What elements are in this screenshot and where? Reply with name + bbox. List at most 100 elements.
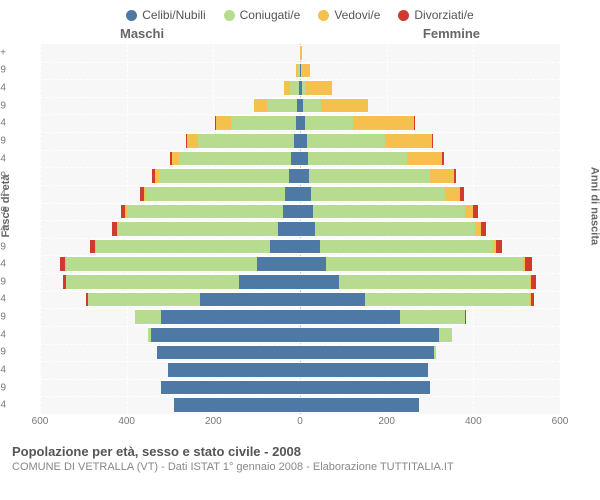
seg-c — [289, 168, 300, 184]
seg-d — [531, 292, 534, 308]
seg-m — [339, 274, 530, 290]
legend-item: Celibi/Nubili — [126, 8, 205, 22]
seg-c — [300, 327, 439, 343]
y-tick-age: 60-64 — [0, 188, 6, 199]
seg-c — [283, 204, 300, 220]
half-male — [40, 309, 300, 325]
legend-item: Coniugati/e — [224, 8, 301, 22]
half-female — [300, 292, 560, 308]
seg-m — [313, 204, 465, 220]
seg-m — [439, 327, 452, 343]
half-female — [300, 345, 560, 361]
chart-area: 100+95-9990-9485-8980-8475-7970-7465-696… — [40, 44, 560, 414]
half-female — [300, 63, 560, 79]
half-female — [300, 186, 560, 202]
x-axis: 6004002000200400600 — [40, 416, 560, 436]
label-female: Femmine — [423, 26, 480, 41]
half-male — [40, 256, 300, 272]
seg-c — [239, 274, 300, 290]
half-male — [40, 239, 300, 255]
half-male — [40, 151, 300, 167]
y-tick-age: 25-29 — [0, 312, 6, 323]
half-male — [40, 327, 300, 343]
legend-item: Vedovi/e — [318, 8, 380, 22]
seg-c — [300, 397, 419, 413]
seg-c — [291, 151, 300, 167]
plot — [40, 44, 560, 414]
half-male — [40, 345, 300, 361]
seg-d — [531, 274, 536, 290]
seg-c — [270, 239, 300, 255]
chart-subtitle: COMUNE DI VETRALLA (VT) - Dati ISTAT 1° … — [12, 461, 600, 473]
pyramid-row — [40, 380, 560, 396]
seg-m — [66, 256, 257, 272]
pyramid-row — [40, 45, 560, 61]
half-male — [40, 397, 300, 413]
seg-c — [300, 256, 326, 272]
seg-c — [300, 221, 315, 237]
seg-m — [307, 133, 385, 149]
seg-d — [454, 168, 457, 184]
half-male — [40, 80, 300, 96]
seg-d — [432, 133, 433, 149]
seg-c — [300, 362, 428, 378]
seg-m — [308, 151, 408, 167]
seg-m — [118, 221, 278, 237]
y-tick-age: 55-59 — [0, 206, 6, 217]
y-tick-age: 80-84 — [0, 118, 6, 129]
seg-w — [321, 98, 369, 114]
seg-c — [300, 204, 313, 220]
half-female — [300, 362, 560, 378]
half-female — [300, 133, 560, 149]
seg-c — [300, 380, 430, 396]
half-male — [40, 45, 300, 61]
legend-swatch — [126, 10, 137, 21]
y-tick-age: 15-19 — [0, 347, 6, 358]
legend-label: Coniugati/e — [240, 8, 301, 22]
pyramid-row — [40, 292, 560, 308]
pyramid-row — [40, 239, 560, 255]
half-female — [300, 256, 560, 272]
pyramid-row — [40, 63, 560, 79]
seg-d — [496, 239, 502, 255]
seg-w — [430, 168, 454, 184]
seg-m — [127, 204, 283, 220]
y-tick-age: 35-39 — [0, 276, 6, 287]
y-tick-age: 85-89 — [0, 100, 6, 111]
pyramid-row — [40, 274, 560, 290]
seg-m — [231, 115, 296, 131]
x-tick: 600 — [552, 416, 569, 427]
seg-d — [481, 221, 486, 237]
x-tick: 0 — [297, 416, 303, 427]
seg-d — [465, 309, 466, 325]
x-tick: 200 — [378, 416, 395, 427]
seg-m — [365, 292, 530, 308]
half-male — [40, 204, 300, 220]
half-male — [40, 362, 300, 378]
seg-c — [200, 292, 300, 308]
half-female — [300, 380, 560, 396]
half-male — [40, 115, 300, 131]
seg-m — [434, 345, 435, 361]
half-female — [300, 45, 560, 61]
half-male — [40, 274, 300, 290]
seg-c — [300, 168, 309, 184]
chart-title: Popolazione per età, sesso e stato civil… — [12, 444, 600, 459]
seg-m — [311, 186, 445, 202]
seg-c — [300, 309, 400, 325]
seg-w — [353, 115, 414, 131]
seg-m — [326, 256, 523, 272]
half-female — [300, 115, 560, 131]
seg-m — [267, 98, 297, 114]
half-female — [300, 168, 560, 184]
y-tick-age: 5-9 — [0, 382, 6, 393]
y-tick-age: 50-54 — [0, 224, 6, 235]
legend-label: Celibi/Nubili — [142, 8, 205, 22]
half-female — [300, 327, 560, 343]
half-male — [40, 292, 300, 308]
seg-c — [300, 274, 339, 290]
pyramid-row — [40, 186, 560, 202]
x-tick: 400 — [465, 416, 482, 427]
seg-m — [146, 186, 285, 202]
seg-c — [300, 186, 311, 202]
